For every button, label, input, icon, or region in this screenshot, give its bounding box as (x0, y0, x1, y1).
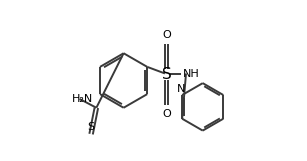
Text: H₂N: H₂N (72, 94, 93, 104)
Text: N: N (177, 84, 185, 94)
Text: S: S (87, 122, 95, 132)
Text: S: S (162, 67, 172, 82)
Text: O: O (162, 30, 171, 40)
Text: O: O (162, 109, 171, 119)
Text: NH: NH (182, 69, 199, 79)
